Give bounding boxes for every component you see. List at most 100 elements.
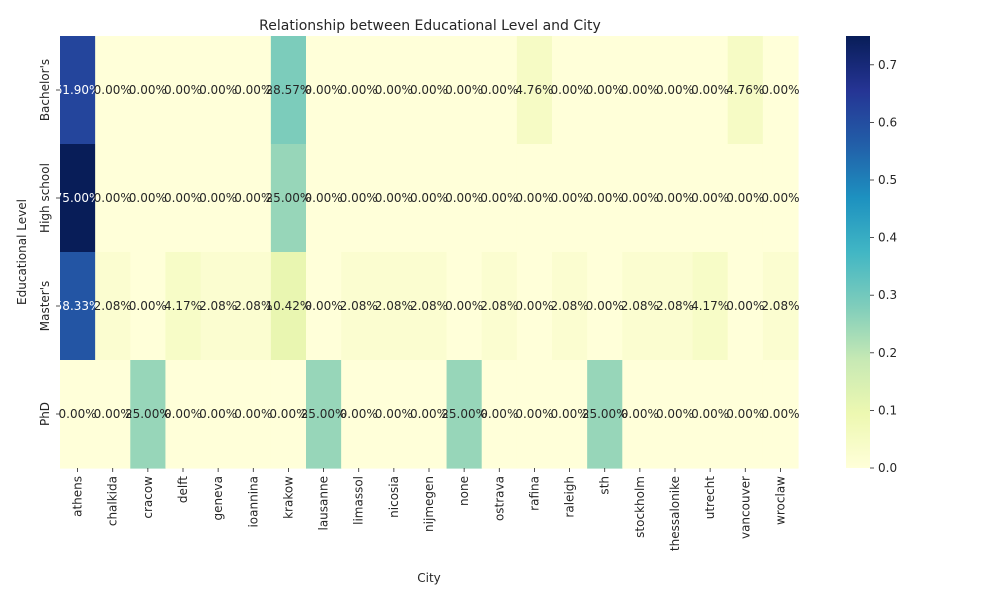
heatmap-cell [200,144,237,253]
cell-value-label: 0.00% [129,191,167,205]
cell-value-label: 0.00% [691,83,729,97]
heatmap-cell [341,36,377,145]
heatmap-cell [200,252,237,361]
x-tick-label: nicosia [387,476,401,518]
x-tick-label: utrecht [703,476,717,520]
heatmap-cell [727,252,764,361]
cell-value-label: 0.00% [621,83,659,97]
heatmap-cell [692,252,729,361]
cell-value-label: 0.00% [234,191,272,205]
heatmap-cell [376,36,413,145]
y-axis-label: Educational Level [15,199,29,305]
cell-value-label: 10.42% [266,299,312,313]
cell-value-label: 28.57% [266,83,312,97]
cell-value-label: 0.00% [551,83,589,97]
heatmap-cell [235,36,272,145]
cell-value-label: 0.00% [445,83,483,97]
x-tick-label: krakow [281,476,295,519]
heatmap-cell [516,252,553,361]
heatmap-cell [727,360,764,469]
cell-value-label: 0.00% [129,83,167,97]
heatmap-cell [270,36,307,145]
x-tick-label: ostrava [492,476,506,521]
heatmap-cell [235,360,272,469]
x-tick-label: nijmegen [422,476,436,532]
cell-value-label: 0.00% [410,191,448,205]
heatmap-cell [200,360,237,469]
x-tick-label: stockholm [633,476,647,538]
heatmap-cell [446,144,483,253]
cell-value-label: 0.00% [515,299,553,313]
x-tick-label: vancouver [738,476,752,539]
cell-value-label: 0.00% [375,407,413,421]
cell-value-label: 0.00% [551,191,589,205]
cell-value-label: 0.00% [445,191,483,205]
heatmap-cell [130,36,167,145]
heatmap-cell [657,252,694,361]
cell-value-label: 0.00% [199,83,237,97]
heatmap-cell [270,252,307,361]
heatmap-cell [306,360,342,469]
y-axis-ticks: Bachelor's High school Master's PhD [38,59,60,426]
x-tick-label: cracow [141,476,155,519]
cell-value-label: 0.00% [305,191,343,205]
heatmap-cell [552,360,588,469]
cell-value-label: 2.08% [480,299,518,313]
cell-value-label: 0.00% [305,83,343,97]
heatmap-cell [411,360,448,469]
cell-value-label: 2.08% [234,299,272,313]
heatmap-cell [762,144,799,253]
cell-value-label: 0.00% [340,407,378,421]
cell-value-label: 0.00% [621,191,659,205]
colorbar-tick-label: 0.7 [878,58,897,72]
x-axis-label: City [417,571,441,585]
cell-value-label: 0.00% [340,191,378,205]
heatmap-cell [692,144,729,253]
colorbar-tick-label: 0.1 [878,403,897,417]
heatmap-cell [165,360,202,469]
cell-value-label: 0.00% [761,83,799,97]
heatmap-cell [60,144,96,253]
colorbar-tick-label: 0.2 [878,346,897,360]
cell-value-label: 0.00% [269,407,307,421]
cell-value-label: 2.08% [375,299,413,313]
colorbar-tick-label: 0.4 [878,231,897,245]
cell-value-label: 2.08% [410,299,448,313]
cell-value-label: 0.00% [94,83,132,97]
colorbar-tick-label: 0.6 [878,115,897,129]
cell-value-label: 0.00% [726,191,764,205]
cell-value-label: 0.00% [164,83,202,97]
heatmap-cell [481,144,518,253]
colorbar-tick-label: 0.3 [878,288,897,302]
cell-value-label: 0.00% [199,407,237,421]
heatmap-cell [200,36,237,145]
heatmap-cell [762,252,799,361]
cell-value-label: 4.76% [515,83,553,97]
colorbar [846,36,870,468]
heatmap-cells [60,36,799,469]
y-tick-label: Bachelor's [38,59,52,121]
x-tick-label: ioannina [246,476,260,528]
cell-value-label: 0.00% [164,191,202,205]
cell-value-label: 2.08% [94,299,132,313]
cell-value-label: 0.00% [726,407,764,421]
cell-value-label: 25.00% [582,407,628,421]
heatmap-cell [60,252,96,361]
cell-value-label: 0.00% [129,299,167,313]
cell-value-label: 25.00% [301,407,347,421]
heatmap-cell [657,36,694,145]
cell-value-label: 0.00% [761,191,799,205]
x-tick-label: chalkida [106,476,120,526]
cell-value-label: 0.00% [586,83,624,97]
cell-value-label: 0.00% [691,191,729,205]
heatmap-cell [306,252,342,361]
cell-value-label: 0.00% [94,191,132,205]
heatmap-cell [762,360,799,469]
heatmap-cell [587,252,623,361]
cell-value-label: 2.08% [199,299,237,313]
heatmap-cell [516,360,553,469]
y-tick-label: Master's [38,281,52,332]
heatmap-cell [446,252,483,361]
cell-value-label: 0.00% [656,407,694,421]
heatmap-cell [235,144,272,253]
